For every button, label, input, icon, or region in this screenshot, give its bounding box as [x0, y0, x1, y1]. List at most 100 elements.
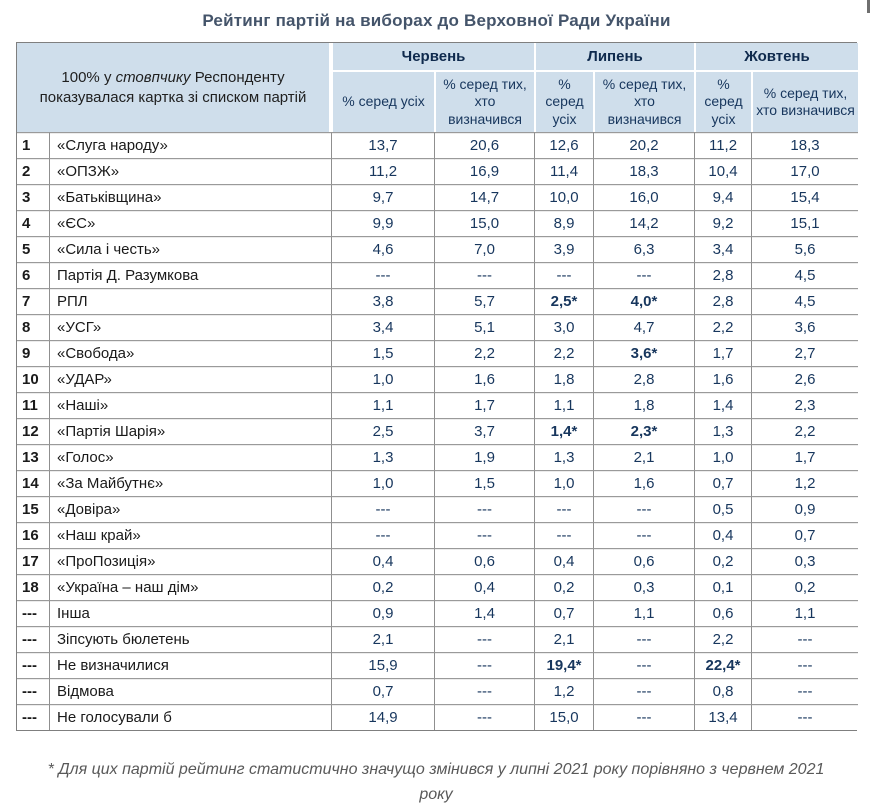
- value-cell: 2,2: [534, 340, 594, 366]
- party-name-cell: Інша: [49, 600, 331, 626]
- value-cell: 2,1: [331, 626, 434, 652]
- value-cell: 10,4: [694, 158, 752, 184]
- party-name-cell: Не голосували б: [49, 704, 331, 730]
- party-name-cell: «УДАР»: [49, 366, 331, 392]
- row-number-cell: ---: [17, 600, 49, 626]
- corner-description-cell: 100% у стовпчику Респонденту показувалас…: [17, 43, 331, 132]
- value-cell: 1,1: [593, 600, 695, 626]
- value-cell: 14,7: [434, 184, 535, 210]
- value-cell: 0,2: [331, 574, 434, 600]
- value-cell: 1,3: [694, 418, 752, 444]
- party-name-cell: «Україна – наш дім»: [49, 574, 331, 600]
- table-row: 5 «Сила і честь» 4,6 7,0 3,9 6,3 3,4 5,6: [17, 236, 859, 262]
- value-cell: 2,2: [751, 418, 859, 444]
- party-name-cell: Відмова: [49, 678, 331, 704]
- value-cell: 2,1: [593, 444, 695, 470]
- value-cell: 5,1: [434, 314, 535, 340]
- value-cell: 20,2: [593, 132, 695, 158]
- value-cell: 9,4: [694, 184, 752, 210]
- value-cell: ---: [593, 652, 695, 678]
- table-row: 10 «УДАР» 1,0 1,6 1,8 2,8 1,6 2,6: [17, 366, 859, 392]
- table-row: 12 «Партія Шарія» 2,5 3,7 1,4* 2,3* 1,3 2,2: [17, 418, 859, 444]
- row-number-cell: 17: [17, 548, 49, 574]
- value-cell: 1,0: [694, 444, 752, 470]
- value-cell: 1,3: [534, 444, 594, 470]
- value-cell: 0,7: [331, 678, 434, 704]
- value-cell: ---: [434, 626, 535, 652]
- party-name-cell: Не визначилися: [49, 652, 331, 678]
- value-cell: 14,9: [331, 704, 434, 730]
- table-row: 4 «ЄС» 9,9 15,0 8,9 14,2 9,2 15,1: [17, 210, 859, 236]
- party-name-cell: «Свобода»: [49, 340, 331, 366]
- value-cell: 4,7: [593, 314, 695, 340]
- value-cell: 1,7: [751, 444, 859, 470]
- value-cell: ---: [593, 262, 695, 288]
- table-row: --- Не визначилися 15,9 --- 19,4* --- 22,4* ---: [17, 652, 859, 678]
- column-header-june: Червень: [331, 43, 535, 72]
- value-cell: 0,9: [751, 496, 859, 522]
- table-row: 16 «Наш край» --- --- --- --- 0,4 0,7: [17, 522, 859, 548]
- row-number-cell: 18: [17, 574, 49, 600]
- value-cell: 1,9: [434, 444, 535, 470]
- value-cell: ---: [331, 496, 434, 522]
- row-number-cell: 7: [17, 288, 49, 314]
- value-cell: ---: [434, 262, 535, 288]
- table-row: --- Не голосували б 14,9 --- 15,0 --- 13,4 ---: [17, 704, 859, 730]
- party-name-cell: «За Майбутнє»: [49, 470, 331, 496]
- value-cell: 0,2: [534, 574, 594, 600]
- value-cell: 1,6: [434, 366, 535, 392]
- table-row: 14 «За Майбутнє» 1,0 1,5 1,0 1,6 0,7 1,2: [17, 470, 859, 496]
- table-row: 11 «Наші» 1,1 1,7 1,1 1,8 1,4 2,3: [17, 392, 859, 418]
- party-name-cell: «Сила і честь»: [49, 236, 331, 262]
- row-number-cell: 10: [17, 366, 49, 392]
- value-cell: 1,4*: [534, 418, 594, 444]
- value-cell: ---: [751, 704, 859, 730]
- row-number-cell: ---: [17, 704, 49, 730]
- party-name-cell: «ОПЗЖ»: [49, 158, 331, 184]
- value-cell: 1,2: [534, 678, 594, 704]
- value-cell: 5,6: [751, 236, 859, 262]
- table-header: 100% у стовпчику Респонденту показувалас…: [17, 43, 859, 132]
- subheader-june-all: % серед усіх: [331, 72, 434, 132]
- corner-text-pre: 100% у: [61, 69, 116, 86]
- party-name-cell: «Голос»: [49, 444, 331, 470]
- value-cell: 1,6: [593, 470, 695, 496]
- value-cell: 1,6: [694, 366, 752, 392]
- party-name-cell: «ПроПозиція»: [49, 548, 331, 574]
- party-name-cell: «Довіра»: [49, 496, 331, 522]
- table-row: --- Відмова 0,7 --- 1,2 --- 0,8 ---: [17, 678, 859, 704]
- value-cell: 17,0: [751, 158, 859, 184]
- value-cell: 14,2: [593, 210, 695, 236]
- row-number-cell: 8: [17, 314, 49, 340]
- row-number-cell: 6: [17, 262, 49, 288]
- value-cell: 3,6*: [593, 340, 695, 366]
- value-cell: 1,0: [331, 470, 434, 496]
- corner-text-italic: стовпчику: [115, 69, 191, 86]
- value-cell: 0,9: [331, 600, 434, 626]
- row-number-cell: 2: [17, 158, 49, 184]
- value-cell: 5,7: [434, 288, 535, 314]
- value-cell: 1,7: [434, 392, 535, 418]
- table-row: --- Інша 0,9 1,4 0,7 1,1 0,6 1,1: [17, 600, 859, 626]
- value-cell: 1,7: [694, 340, 752, 366]
- row-number-cell: 5: [17, 236, 49, 262]
- corner-text-post: Респонденту показувалася картка зі списк…: [39, 69, 307, 106]
- value-cell: 0,3: [593, 574, 695, 600]
- value-cell: 3,0: [534, 314, 594, 340]
- value-cell: ---: [534, 496, 594, 522]
- table-row: 1 «Слуга народу» 13,7 20,6 12,6 20,2 11,2 18,3: [17, 132, 859, 158]
- row-number-cell: 11: [17, 392, 49, 418]
- value-cell: 19,4*: [534, 652, 594, 678]
- scrollbar-artifact: [867, 0, 870, 13]
- value-cell: 3,4: [331, 314, 434, 340]
- table-row: 6 Партія Д. Разумкова --- --- --- --- 2,8 4,5: [17, 262, 859, 288]
- value-cell: 3,7: [434, 418, 535, 444]
- value-cell: 2,2: [434, 340, 535, 366]
- value-cell: 1,8: [593, 392, 695, 418]
- value-cell: 0,4: [534, 548, 594, 574]
- value-cell: 15,9: [331, 652, 434, 678]
- value-cell: ---: [434, 704, 535, 730]
- value-cell: 1,1: [534, 392, 594, 418]
- value-cell: 22,4*: [694, 652, 752, 678]
- value-cell: ---: [434, 652, 535, 678]
